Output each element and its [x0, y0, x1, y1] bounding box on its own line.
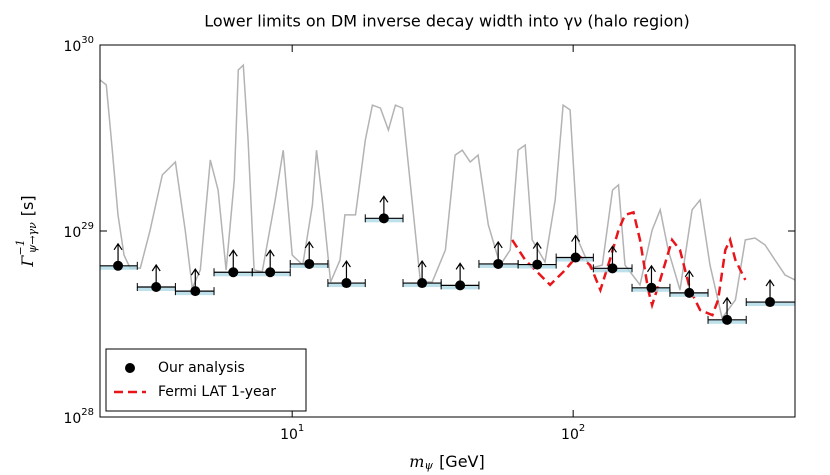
legend-box [105, 348, 307, 412]
data-point [417, 278, 428, 289]
tick-exponent: 1 [298, 423, 304, 434]
y-label-sup: −1 [14, 239, 27, 255]
tick-label: 102 [561, 423, 585, 443]
legend-marker [125, 363, 135, 373]
x-label-symbol: m [409, 452, 424, 471]
y-label-sub: ψ→γν [26, 222, 39, 253]
tick-exponent: 29 [81, 221, 94, 232]
tick-label: 1029 [63, 221, 94, 241]
data-point [341, 278, 352, 289]
data-point [493, 258, 504, 269]
tick-label: 101 [280, 423, 304, 443]
tick-base: 10 [63, 39, 81, 55]
data-point [113, 260, 124, 271]
tick-exponent: 30 [81, 35, 94, 46]
tick-exponent: 28 [81, 407, 94, 418]
data-point [646, 282, 657, 293]
data-point [304, 258, 315, 269]
data-point [265, 267, 276, 278]
data-point [378, 213, 389, 224]
tick-exponent: 2 [579, 423, 585, 434]
data-point [455, 280, 466, 291]
plot-area [99, 63, 796, 325]
chart-title: Lower limits on DM inverse decay width i… [204, 12, 690, 31]
y-label-unit: [s] [18, 195, 37, 216]
tick-base: 10 [561, 427, 579, 443]
tick-base: 10 [280, 427, 298, 443]
tick-label: 1028 [63, 407, 94, 427]
data-point [532, 259, 543, 270]
y-label-symbol: Γ [18, 255, 37, 268]
x-axis-label: mψ [GeV] [409, 452, 484, 473]
data-point [684, 287, 695, 298]
legend-label: Fermi LAT 1-year [158, 384, 276, 400]
data-point [722, 314, 733, 325]
x-label-sub: ψ [424, 459, 433, 472]
data-point [607, 263, 618, 274]
limit-curve [99, 63, 796, 320]
data-point [151, 281, 162, 292]
tick-label: 1030 [63, 35, 94, 55]
data-point [190, 286, 201, 297]
legend-label: Our analysis [158, 360, 245, 376]
data-point [570, 252, 581, 263]
data-point [228, 267, 239, 278]
tick-base: 10 [63, 225, 81, 241]
data-point [765, 297, 776, 308]
tick-base: 10 [63, 411, 81, 427]
x-label-unit: [GeV] [439, 452, 485, 471]
y-axis-label: Γ−1ψ→γν [s] [14, 195, 39, 267]
